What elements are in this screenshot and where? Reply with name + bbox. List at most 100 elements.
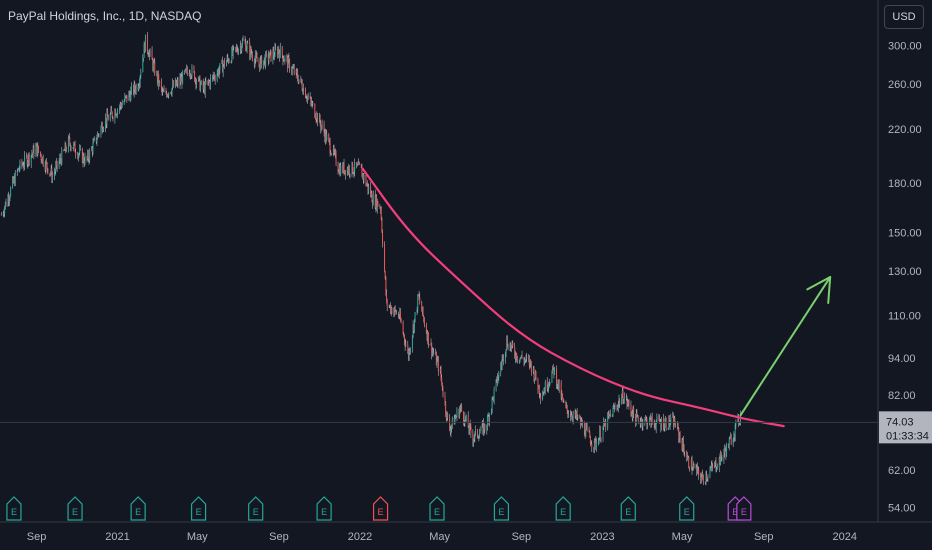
candle-body (608, 413, 610, 416)
x-tick-label: Sep (269, 531, 289, 543)
candle-body (426, 332, 428, 340)
earnings-badge-icon[interactable]: E (372, 496, 389, 521)
earnings-badge-icon[interactable]: E (316, 496, 332, 521)
candle-body (46, 162, 48, 169)
y-tick-label: 150.00 (888, 227, 922, 239)
candle-body (515, 353, 517, 359)
candle-body (507, 346, 509, 350)
candle-body (483, 424, 485, 434)
candle-body (198, 77, 200, 78)
candle-body (374, 194, 376, 208)
candle-body (681, 439, 683, 451)
earnings-badge-icon[interactable]: E (555, 496, 571, 521)
candle-body (65, 149, 67, 151)
candle-body (579, 416, 581, 418)
candle-body (19, 161, 21, 170)
candle-body (221, 60, 223, 73)
candle-body (384, 244, 386, 272)
earnings-badge-icon[interactable]: E (6, 496, 22, 521)
candle-body (612, 407, 614, 417)
candle-body (214, 75, 216, 79)
candle-body (142, 58, 144, 73)
earnings-badge-icon[interactable]: E (493, 496, 510, 521)
candle-body (172, 82, 174, 88)
candle-body (73, 143, 75, 149)
earnings-badge-icon[interactable]: E (190, 496, 207, 521)
candle-body (688, 456, 690, 468)
candle-body (87, 152, 89, 160)
candle-body (714, 461, 716, 463)
candle-body (153, 61, 155, 63)
candle-body (649, 416, 651, 418)
candle-body (295, 69, 297, 74)
currency-button[interactable]: USD (884, 5, 924, 29)
candle-body (500, 365, 502, 373)
candle-body (334, 151, 336, 154)
candle-body (78, 153, 80, 155)
earnings-badge-label: E (253, 507, 259, 517)
candle-body (714, 462, 716, 468)
candle-body (277, 49, 279, 56)
y-tick-label: 300.00 (888, 41, 922, 53)
candle-body (310, 97, 312, 102)
candle-body (22, 164, 24, 167)
candle-body (566, 405, 568, 411)
candle-body (460, 405, 462, 408)
candles-layer (0, 31, 742, 486)
candle-body (405, 344, 407, 347)
candle-body (600, 438, 602, 441)
earnings-badge-label: E (135, 507, 141, 517)
candle-body (428, 344, 430, 346)
candle-body (247, 42, 249, 44)
candle-body (163, 89, 165, 92)
candle-body (402, 322, 404, 334)
candle-body (121, 103, 123, 108)
earnings-badge-icon[interactable]: E (620, 496, 636, 521)
last-price-value: 74.03 (886, 416, 914, 428)
earnings-badge-icon[interactable]: E (679, 496, 695, 521)
candle-body (421, 302, 423, 312)
candle-body (720, 452, 722, 464)
candle-body (563, 402, 565, 403)
earnings-badge-icon[interactable]: E (429, 496, 445, 521)
earnings-badge-icon[interactable]: E (736, 496, 752, 521)
trendline-curve[interactable] (361, 167, 785, 428)
candle-body (287, 57, 289, 69)
candle-body (119, 106, 121, 110)
candle-body (239, 44, 241, 50)
candle-body (465, 415, 467, 420)
candle-body (358, 162, 360, 166)
candle-body (93, 139, 95, 143)
candle-body (645, 418, 647, 420)
candle-body (501, 359, 503, 366)
earnings-badge-icon[interactable]: E (248, 496, 264, 521)
candle-body (21, 161, 23, 165)
candle-body (53, 172, 55, 176)
price-axis[interactable]: 300.00 260.00 220.00 180.00 150.00 130.00 110.… (877, 0, 922, 522)
earnings-badge-icon[interactable]: E (130, 496, 146, 521)
projection-arrow[interactable] (739, 276, 832, 417)
candle-body (318, 116, 320, 123)
candle-body (628, 400, 630, 406)
candle-body (380, 207, 382, 210)
candle-body (32, 153, 34, 155)
candle-body (230, 61, 232, 63)
candle-body (339, 167, 341, 176)
candle-body (621, 396, 623, 405)
candle-body (607, 413, 609, 416)
candle-body (696, 466, 698, 473)
time-axis[interactable]: Sep 2021 May Sep 2022 May Sep 2023 May Sep 2024 (0, 521, 932, 543)
candle-body (218, 69, 220, 76)
candle-body (398, 316, 400, 318)
earnings-badge-icon[interactable]: E (67, 496, 83, 521)
earnings-badge-label: E (321, 507, 327, 517)
candle-body (328, 134, 330, 140)
candle-body (543, 390, 545, 394)
candle-body (103, 128, 105, 130)
candle-body (227, 59, 229, 63)
candle-body (51, 175, 53, 180)
candle-body (581, 422, 583, 427)
candle-body (609, 413, 611, 416)
